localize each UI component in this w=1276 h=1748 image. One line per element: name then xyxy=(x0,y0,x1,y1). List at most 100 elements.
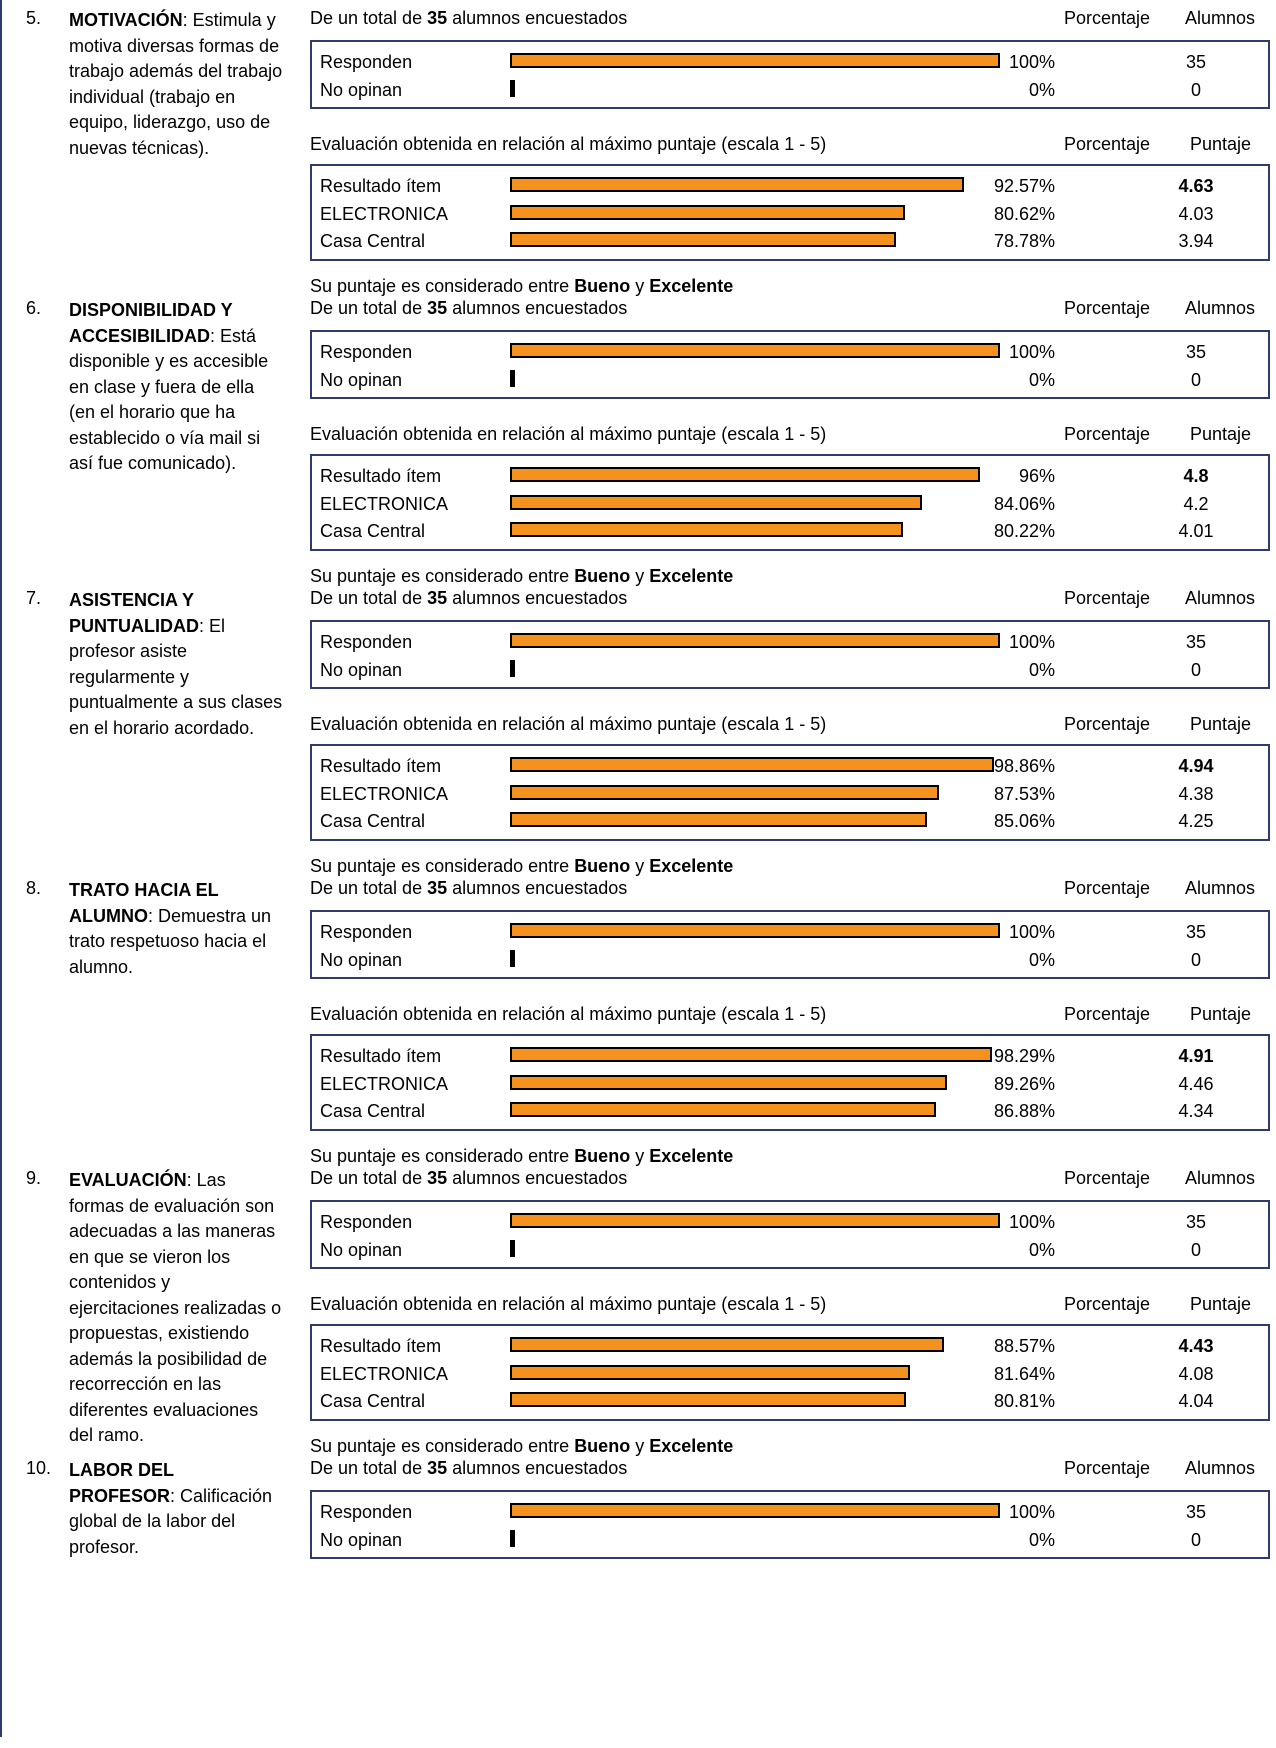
respondents-header: De un total de 35 alumnos encuestados xyxy=(310,1458,628,1478)
table-row: No opinan 0% 0 xyxy=(312,76,1268,106)
question-section: 9. EVALUACIÓN: Las formas de evaluación s… xyxy=(0,1168,1276,1458)
row-score: 4.34 xyxy=(1178,1101,1214,1121)
question-number: 5. xyxy=(26,8,42,28)
row-percentage: 80.22% xyxy=(993,521,1055,541)
row-label: No opinan xyxy=(320,1529,403,1550)
question-title: DISPONIBILIDAD Y ACCESIBILIDAD xyxy=(69,300,233,346)
verdict-high: Excelente xyxy=(649,276,734,296)
verdict-low: Bueno xyxy=(574,1436,631,1456)
row-label: Responden xyxy=(320,632,413,652)
row-score: 4.04 xyxy=(1178,1391,1214,1411)
bar-mark xyxy=(510,1529,515,1547)
row-percentage: 87.53% xyxy=(993,783,1055,804)
row-percentage: 80.62% xyxy=(993,203,1055,224)
table-row: Responden 100% 35 xyxy=(312,48,1268,78)
evaluation-header: Evaluación obtenida en relación al máxim… xyxy=(310,1294,827,1314)
column-header-students: Alumnos xyxy=(1185,298,1256,318)
row-label: No opinan xyxy=(320,369,403,390)
column-header-score: Puntaje xyxy=(1190,424,1252,444)
table-row: Responden 100% 35 xyxy=(312,1208,1268,1238)
row-percentage: 84.06% xyxy=(993,493,1055,514)
verdict-text: Su puntaje es considerado entre Bueno y … xyxy=(310,276,734,296)
question-text: : Calificación global de la labor del pr… xyxy=(69,1485,273,1557)
row-label: Responden xyxy=(320,342,413,362)
table-row: No opinan 0% 0 xyxy=(312,1526,1268,1556)
bar-mark xyxy=(510,204,906,220)
row-label: ELECTRONICA xyxy=(320,1363,449,1384)
bar-mark xyxy=(510,812,927,827)
row-score: 3.94 xyxy=(1178,231,1214,251)
response-table: Responden 100% 35 No opinan 0% 0 xyxy=(310,40,1270,109)
row-count: 0 xyxy=(1190,1529,1201,1550)
question-text: : El profesor asiste regularmente y punt… xyxy=(69,615,283,738)
column-header-percentage: Porcentaje xyxy=(1064,588,1151,608)
score-table: Resultado ítem 96% 4.8 ELECTRONICA 84.06% 4.2… xyxy=(310,454,1270,551)
table-row: ELECTRONICA 87.53% 4.38 xyxy=(312,780,1268,810)
table-row: No opinan 0% 0 xyxy=(312,946,1268,976)
question-title: MOTIVACIÓN xyxy=(69,10,183,30)
respondents-total: 35 xyxy=(427,588,448,608)
evaluation-header: Evaluación obtenida en relación al máxim… xyxy=(310,714,827,734)
row-percentage: 0% xyxy=(1028,1239,1055,1260)
bar-mark xyxy=(510,79,515,97)
question-description: LABOR DEL PROFESOR: Calificación global … xyxy=(69,1458,283,1560)
row-count: 35 xyxy=(1185,342,1207,362)
bar-mark xyxy=(510,757,995,772)
row-percentage: 86.88% xyxy=(993,1101,1055,1121)
respondents-total: 35 xyxy=(427,1458,448,1478)
left-border-rule xyxy=(0,0,2,1737)
score-table: Resultado ítem 92.57% 4.63 ELECTRONICA 80.62… xyxy=(310,164,1270,261)
respondents-total: 35 xyxy=(427,878,448,898)
row-label: No opinan xyxy=(320,949,403,970)
bar-mark xyxy=(510,633,1000,648)
bar-mark xyxy=(510,343,1000,358)
row-score: 4.46 xyxy=(1178,1073,1214,1094)
row-score: 4.03 xyxy=(1178,203,1214,224)
question-title: TRATO HACIA EL ALUMNO xyxy=(69,880,219,926)
verdict-text: Su puntaje es considerado entre Bueno y … xyxy=(310,1436,734,1456)
row-label: Resultado ítem xyxy=(320,1046,442,1066)
question-description: MOTIVACIÓN: Estimula y motiva diversas f… xyxy=(69,8,283,161)
bar-mark xyxy=(510,369,515,387)
verdict-high: Excelente xyxy=(649,1146,734,1166)
row-label: Resultado ítem xyxy=(320,176,442,196)
column-header-students: Alumnos xyxy=(1185,1168,1256,1188)
response-table: Responden 100% 35 No opinan 0% 0 xyxy=(310,1490,1270,1559)
respondents-total: 35 xyxy=(427,8,448,28)
question-section: 7. ASISTENCIA Y PUNTUALIDAD: El profesor … xyxy=(0,588,1276,878)
row-label: Resultado ítem xyxy=(320,756,442,776)
verdict-high: Excelente xyxy=(649,566,734,586)
row-score: 4.91 xyxy=(1178,1046,1214,1066)
bar-mark xyxy=(510,1047,992,1062)
row-percentage: 0% xyxy=(1028,79,1055,100)
row-label: ELECTRONICA xyxy=(320,1073,449,1094)
row-count: 0 xyxy=(1190,659,1201,680)
verdict-text: Su puntaje es considerado entre Bueno y … xyxy=(310,856,734,876)
row-percentage: 98.86% xyxy=(993,756,1055,776)
question-number: 8. xyxy=(26,878,42,898)
row-percentage: 88.57% xyxy=(993,1336,1055,1356)
table-row: Responden 100% 35 xyxy=(312,1498,1268,1528)
row-count: 0 xyxy=(1190,79,1201,100)
bar-mark xyxy=(510,1364,911,1380)
verdict-text: Su puntaje es considerado entre Bueno y … xyxy=(310,566,734,586)
question-number: 6. xyxy=(26,298,42,318)
row-label: Resultado ítem xyxy=(320,1336,442,1356)
score-table: Resultado ítem 88.57% 4.43 ELECTRONICA 81.64… xyxy=(310,1324,1270,1421)
row-label: No opinan xyxy=(320,1239,403,1260)
table-row: Responden 100% 35 xyxy=(312,918,1268,948)
bar-mark xyxy=(510,494,922,510)
column-header-percentage: Porcentaje xyxy=(1064,1004,1151,1024)
row-label: Casa Central xyxy=(320,811,426,831)
bar-mark xyxy=(510,1213,1000,1228)
row-label: Resultado ítem xyxy=(320,466,442,486)
verdict-low: Bueno xyxy=(574,276,631,296)
response-table: Responden 100% 35 No opinan 0% 0 xyxy=(310,620,1270,689)
row-percentage: 100% xyxy=(1008,1212,1055,1232)
respondents-header: De un total de 35 alumnos encuestados xyxy=(310,8,628,28)
table-row: Resultado ítem 92.57% 4.63 xyxy=(312,172,1268,202)
row-label: No opinan xyxy=(320,659,403,680)
row-count: 35 xyxy=(1185,632,1207,652)
row-score: 4.2 xyxy=(1183,493,1209,514)
row-count: 0 xyxy=(1190,369,1201,390)
